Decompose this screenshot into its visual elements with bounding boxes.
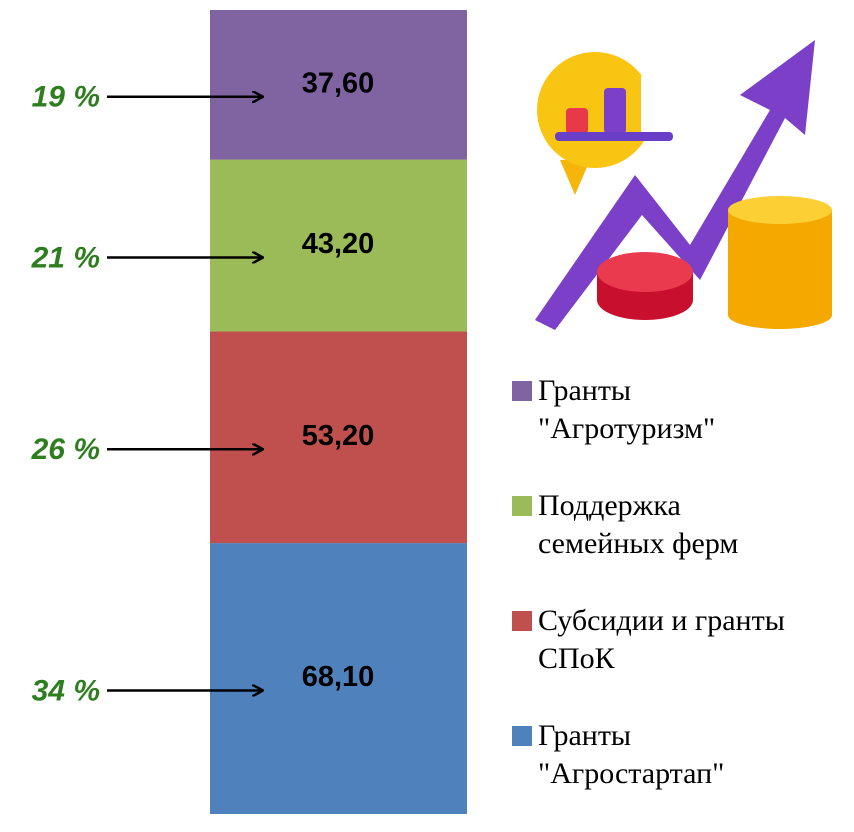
value-label: 68,10 (302, 661, 375, 693)
legend-label: Гранты "Агротуризм" (538, 374, 716, 445)
legend-item: Поддержка семейных ферм (510, 487, 854, 563)
legend-swatch (512, 496, 532, 516)
legend-label: Поддержка семейных ферм (538, 489, 739, 560)
legend-item: Гранты "Агротуризм" (510, 372, 854, 448)
value-label: 37,60 (302, 67, 375, 99)
illustration (535, 40, 832, 330)
legend-swatch (512, 611, 532, 631)
bar-segment (210, 331, 467, 544)
legend-swatch (512, 726, 532, 746)
bar-segment (210, 10, 467, 160)
legend-swatch (512, 381, 532, 401)
share-label: 26 % (31, 433, 100, 466)
bar-segment (210, 159, 467, 332)
share-label: 34 % (32, 674, 100, 707)
legend-label: Гранты "Агростартап" (538, 719, 725, 790)
legend: Гранты "Агротуризм" Поддержка семейных фе… (510, 372, 854, 832)
share-label: 19 % (32, 81, 100, 114)
chart: 68,10 34 % 53,20 26 % 43,20 21 % 37,60 19 % (31, 10, 832, 814)
value-label: 53,20 (302, 420, 375, 452)
legend-item: Субсидии и гранты СПоК (510, 602, 854, 678)
page: 68,10 34 % 53,20 26 % 43,20 21 % 37,60 19 % Гра… (30, 10, 832, 814)
legend-label: Субсидии и гранты СПоК (538, 604, 785, 675)
share-label: 21 % (31, 241, 100, 274)
legend-item: Гранты "Агростартап" (510, 717, 854, 793)
bar-segment (210, 543, 467, 814)
value-label: 43,20 (302, 228, 375, 260)
